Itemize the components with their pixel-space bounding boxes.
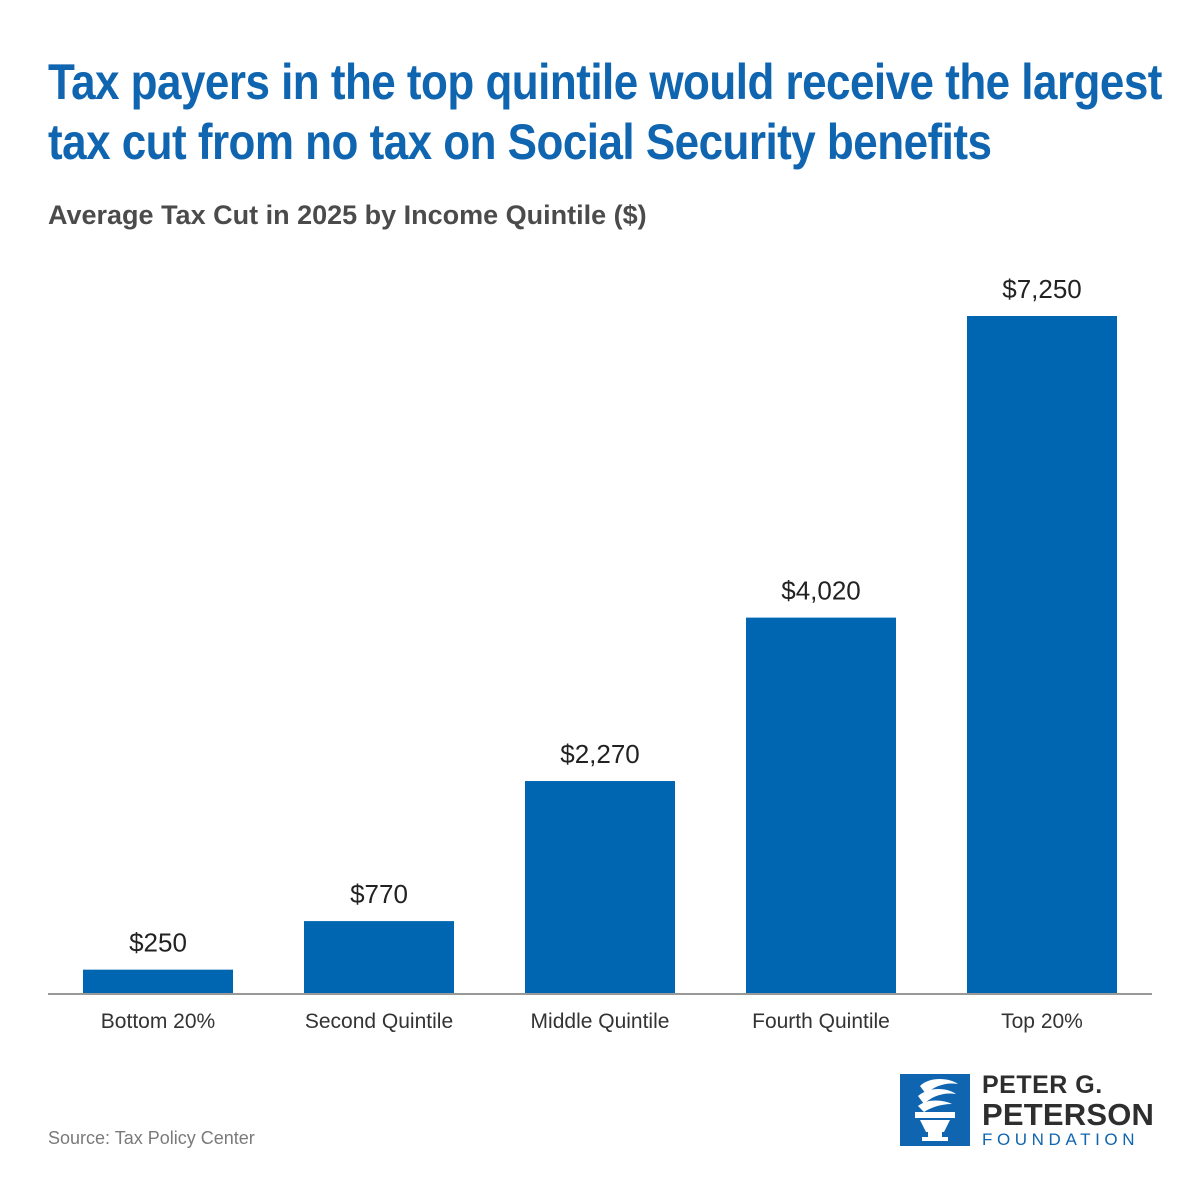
bar-3 xyxy=(525,781,675,993)
bar-chart: $250 Bottom 20% $770 Second Quintile $2,270 M… xyxy=(48,274,1152,1033)
x-tick-label-2: Second Quintile xyxy=(305,1010,453,1033)
chart-subtitle: Average Tax Cut in 2025 by Income Quinti… xyxy=(48,200,647,230)
chart-title-line-1: Tax payers in the top quintile would rec… xyxy=(48,54,1162,110)
logo-line-2: PETERSON xyxy=(982,1097,1155,1132)
x-tick-label-4: Fourth Quintile xyxy=(752,1010,890,1033)
chart-title: Tax payers in the top quintile would rec… xyxy=(48,52,1162,172)
bar-1 xyxy=(83,969,233,993)
bar-5 xyxy=(967,316,1117,993)
logo-line-3: FOUNDATION xyxy=(982,1130,1140,1149)
bar-2 xyxy=(304,921,454,993)
logo-line-1: PETER G. xyxy=(982,1071,1103,1099)
torch-icon xyxy=(900,1074,970,1146)
data-label-4: $4,020 xyxy=(781,576,861,606)
source-note: Source: Tax Policy Center xyxy=(48,1128,255,1148)
data-label-3: $2,270 xyxy=(560,739,640,769)
data-label-2: $770 xyxy=(350,879,408,909)
chart-title-line-2: tax cut from no tax on Social Security b… xyxy=(48,114,992,170)
x-tick-label-3: Middle Quintile xyxy=(531,1010,670,1033)
bar-4 xyxy=(746,617,896,993)
logo-wordmark: PETER G. PETERSON FOUNDATION xyxy=(982,1072,1154,1150)
x-tick-label-1: Bottom 20% xyxy=(101,1010,215,1033)
data-label-1: $250 xyxy=(129,928,187,958)
foundation-logo: PETER G. PETERSON FOUNDATION xyxy=(900,1072,1160,1150)
x-tick-label-5: Top 20% xyxy=(1001,1010,1083,1033)
data-label-5: $7,250 xyxy=(1002,274,1082,304)
